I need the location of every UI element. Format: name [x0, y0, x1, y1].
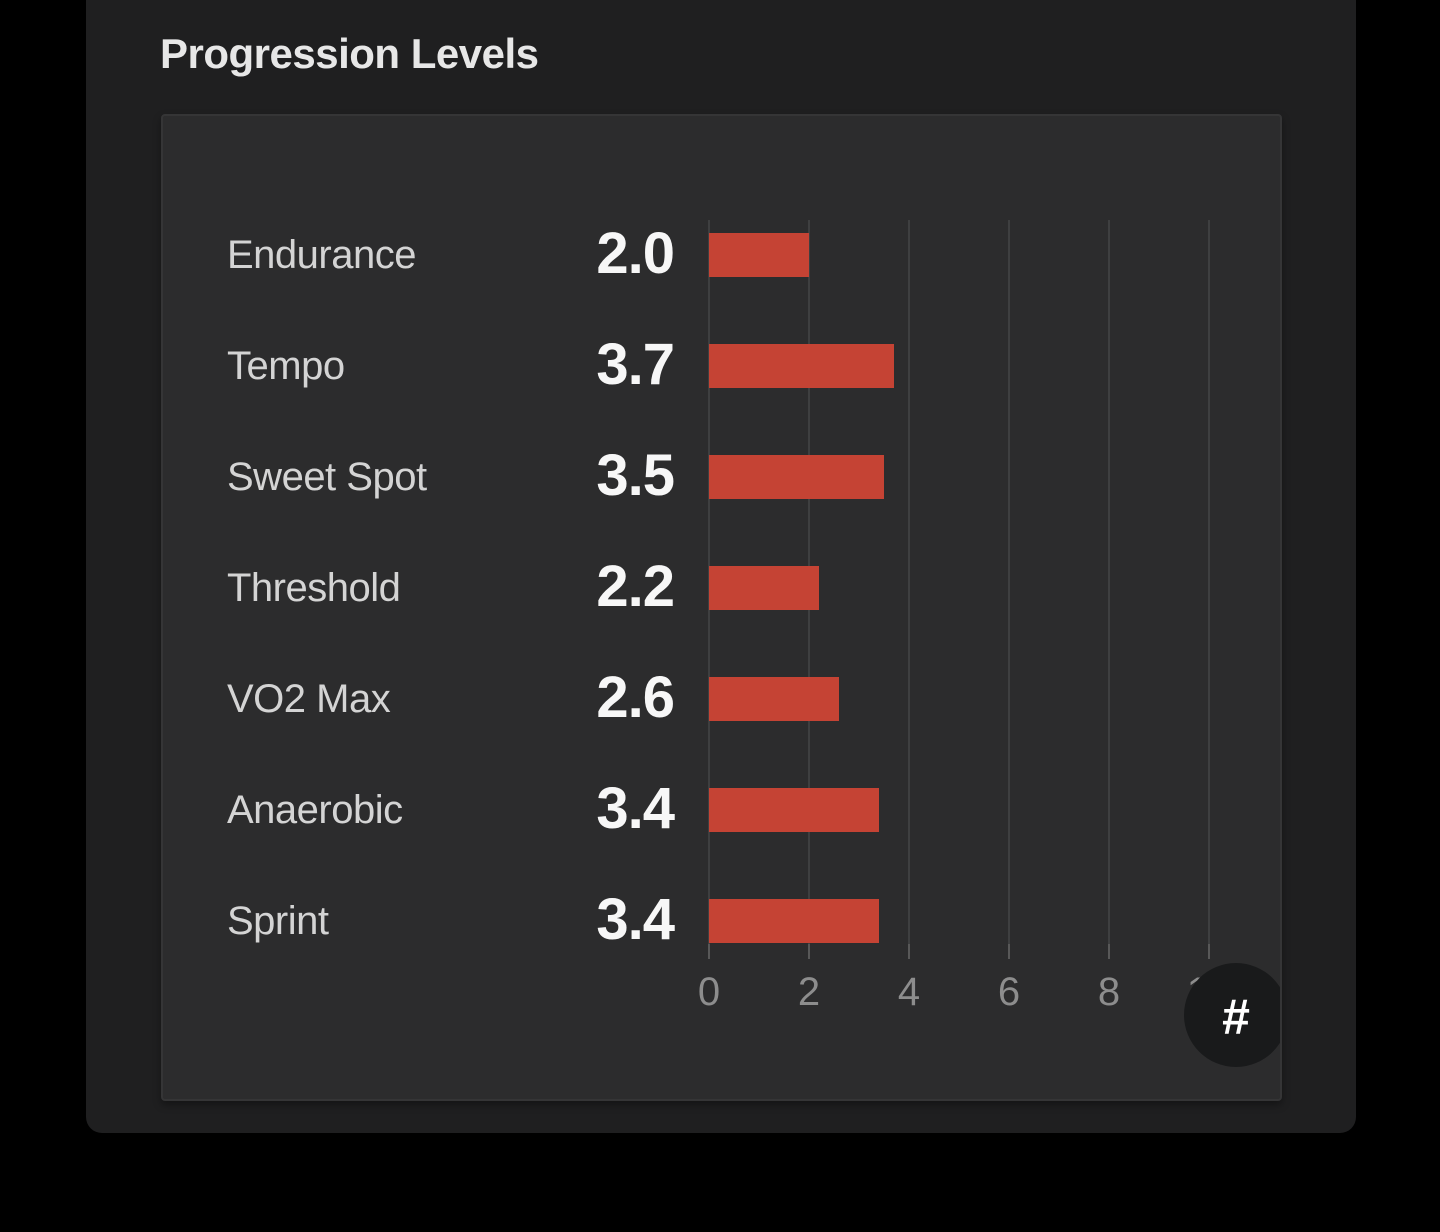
category-value: 2.2 — [596, 554, 675, 619]
chart-row: Threshold 2.2 — [163, 554, 1280, 619]
bar — [709, 344, 894, 388]
category-label: Sweet Spot — [227, 455, 427, 499]
chart-row: Anaerobic 3.4 — [163, 776, 1280, 841]
hash-toggle-button[interactable]: # — [1184, 963, 1280, 1067]
axis-tick-10 — [1208, 944, 1210, 959]
category-value: 3.7 — [596, 332, 675, 397]
axis-tick-label-6: 6 — [997, 970, 1021, 1014]
category-value: 2.6 — [596, 665, 675, 730]
chart-row: Sweet Spot 3.5 — [163, 443, 1280, 508]
gridline-x-10 — [1208, 220, 1210, 959]
bar — [709, 566, 819, 610]
gridline-x-8 — [1108, 220, 1110, 959]
gridline-x-6 — [1008, 220, 1010, 959]
category-value: 3.5 — [596, 443, 675, 508]
category-label: VO2 Max — [227, 677, 391, 721]
category-value: 3.4 — [596, 887, 675, 952]
bar — [709, 233, 809, 277]
category-value: 3.4 — [596, 776, 675, 841]
category-label: Anaerobic — [227, 788, 403, 832]
axis-tick-label-2: 2 — [797, 970, 821, 1014]
axis-tick-4 — [908, 944, 910, 959]
axis-tick-8 — [1108, 944, 1110, 959]
axis-tick-2 — [808, 944, 810, 959]
axis-tick-label-8: 8 — [1097, 970, 1121, 1014]
axis-tick-6 — [1008, 944, 1010, 959]
bar — [709, 788, 879, 832]
gridline-x-4 — [908, 220, 910, 959]
axis-tick-0 — [708, 944, 710, 959]
bar — [709, 899, 879, 943]
chart-row: Endurance 2.0 — [163, 221, 1280, 286]
axis-tick-label-4: 4 — [897, 970, 921, 1014]
chart-row: Tempo 3.7 — [163, 332, 1280, 397]
category-value: 2.0 — [596, 221, 675, 286]
category-label: Tempo — [227, 344, 345, 388]
bar — [709, 455, 884, 499]
category-label: Threshold — [227, 566, 401, 610]
hash-icon: # — [1222, 989, 1250, 1045]
progression-levels-panel: Progression Levels 0246810Endurance2.0Te… — [86, 0, 1356, 1133]
category-label: Endurance — [227, 233, 416, 277]
axis-tick-label-0: 0 — [697, 970, 721, 1014]
chart-row: Sprint 3.4 — [163, 887, 1280, 952]
bar — [709, 677, 839, 721]
category-label: Sprint — [227, 899, 329, 943]
page-title: Progression Levels — [160, 30, 539, 77]
chart-row: VO2 Max 2.6 — [163, 665, 1280, 730]
